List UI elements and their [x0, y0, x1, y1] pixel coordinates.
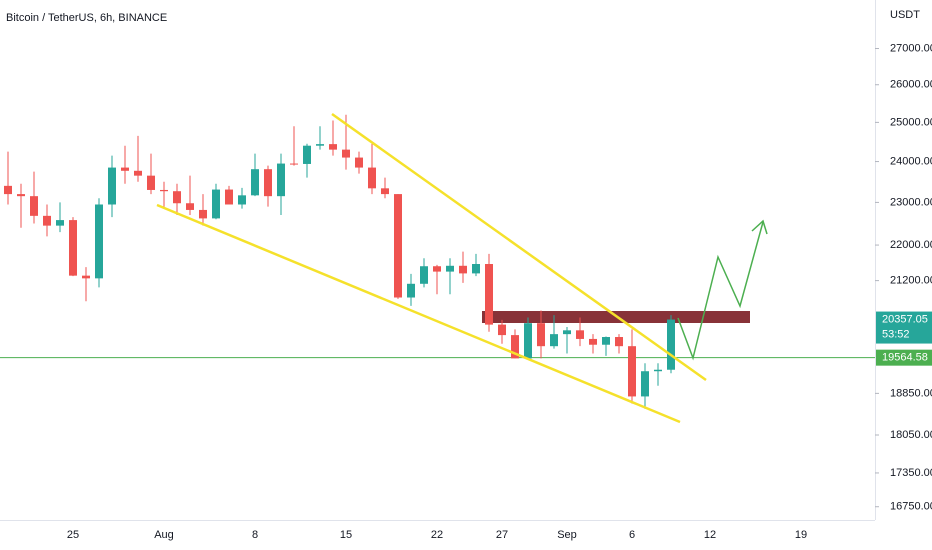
candle-body [4, 185, 12, 195]
candle-body [524, 323, 532, 359]
candle-body [82, 275, 90, 279]
candle-body [407, 283, 415, 298]
x-tick-label: 19 [795, 529, 807, 541]
x-tick-label: 27 [496, 529, 508, 541]
price-line-label: 19564.58 [882, 352, 928, 364]
x-tick-label: 15 [340, 529, 352, 541]
candle-body [225, 189, 233, 205]
candle-body [303, 145, 311, 164]
y-tick-label: 21200.00 [890, 275, 932, 287]
candle-body [472, 264, 480, 274]
y-tick-label: 18050.00 [890, 429, 932, 441]
candle-body [277, 163, 285, 197]
candle-body [511, 335, 519, 359]
candle-body [329, 144, 337, 150]
candle-body [615, 337, 623, 347]
candle-body [251, 169, 259, 196]
last-price-label: 20357.05 [882, 313, 928, 325]
candle-body [498, 324, 506, 336]
candle-body [394, 194, 402, 298]
candle-body [355, 157, 363, 168]
candle-body [316, 144, 324, 146]
candle-body [17, 194, 25, 197]
candle-body [121, 167, 129, 171]
candle-body [485, 264, 493, 325]
candle-body [420, 266, 428, 284]
price-line-box [876, 349, 932, 366]
last-price-box [876, 311, 932, 344]
candle-body [264, 169, 272, 197]
candle-body [212, 189, 220, 219]
candle-body [95, 204, 103, 279]
chart-title: Bitcoin / TetherUS, 6h, BINANCE [6, 12, 167, 24]
candle-body [342, 149, 350, 158]
x-tick-label: 25 [67, 529, 79, 541]
candle-body [147, 175, 155, 190]
candle-body [628, 346, 636, 397]
y-tick-label: 18850.00 [890, 387, 932, 399]
candle-body [238, 195, 246, 205]
y-tick-label: 24000.00 [890, 155, 932, 167]
y-tick-label: 23000.00 [890, 196, 932, 208]
candle-body [576, 330, 584, 339]
candle-body [43, 215, 51, 226]
y-tick-label: 22000.00 [890, 239, 932, 251]
support-trendline [156, 203, 681, 424]
candle-body [69, 220, 77, 276]
candle-body [433, 266, 441, 272]
x-tick-label: Sep [557, 529, 577, 541]
candle-body [56, 220, 64, 226]
x-tick-label: 6 [629, 529, 635, 541]
candle-body [459, 265, 467, 274]
candle-body [199, 209, 207, 219]
y-tick-label: 26000.00 [890, 79, 932, 91]
candle-body [134, 170, 142, 176]
candle-body [186, 203, 194, 210]
candle-body [550, 334, 558, 347]
candle-body [563, 330, 571, 335]
countdown-label: 53:52 [882, 328, 910, 340]
candle-body [381, 188, 389, 195]
y-tick-label: 25000.00 [890, 116, 932, 128]
x-tick-label: 8 [252, 529, 258, 541]
candle-body [30, 196, 38, 216]
x-tick-label: 22 [431, 529, 443, 541]
candle-body [173, 191, 181, 204]
resistance-trendline [331, 112, 707, 382]
x-tick-label: 12 [704, 529, 716, 541]
candle-body [641, 371, 649, 397]
projection-path [677, 221, 764, 361]
y-tick-label: 27000.00 [890, 42, 932, 54]
candle-body [589, 338, 597, 345]
price-unit: USDT [890, 9, 920, 21]
candle-body [602, 337, 610, 345]
candle-body [654, 369, 662, 372]
candle-body [368, 167, 376, 189]
y-tick-label: 17350.00 [890, 467, 932, 479]
candle-body [160, 189, 168, 192]
candle-body [290, 163, 298, 165]
x-tick-label: Aug [154, 529, 174, 541]
candle-body [108, 167, 116, 205]
candle-body [667, 319, 675, 370]
y-tick-label: 16750.00 [890, 501, 932, 513]
projection-arrowhead [751, 219, 768, 235]
candle-body [537, 323, 545, 347]
candle-body [446, 265, 454, 272]
